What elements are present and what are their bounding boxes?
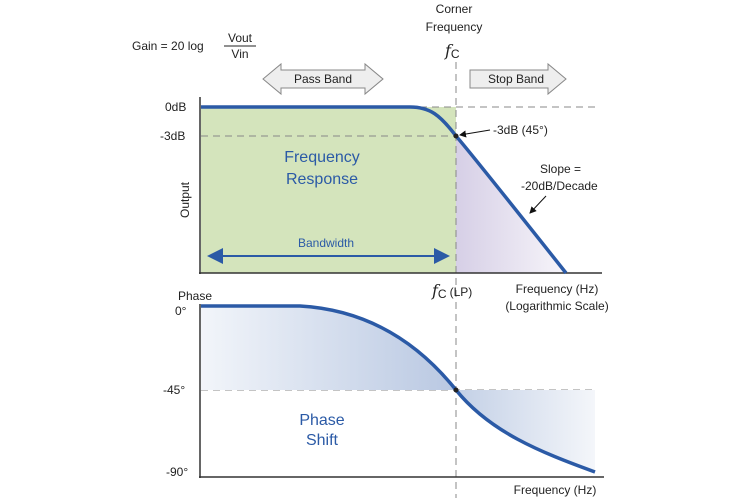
slope-annotation-arrow	[529, 195, 547, 214]
minus-3db-point	[453, 133, 459, 139]
tick-minus-45-degrees: -45°	[163, 383, 185, 397]
corner-frequency-symbol: fC	[444, 41, 460, 61]
phase-fill-lower	[456, 390, 595, 472]
pass-band-arrow: Pass Band	[262, 62, 384, 96]
corner-frequency-label-line2: Frequency	[426, 20, 483, 34]
stop-band-arrow: Stop Band	[469, 62, 567, 96]
frequency-response-label-line2: Response	[286, 171, 358, 188]
tick-minus-90-degrees: -90°	[166, 465, 188, 479]
gain-formula-prefix: Gain = 20 log	[132, 39, 204, 53]
minus-3db-annotation-arrow	[459, 129, 491, 138]
tick-0-degrees: 0°	[175, 304, 187, 318]
tick-0db: 0dB	[165, 100, 186, 114]
magnitude-x-axis-label-line2: (Logarithmic Scale)	[505, 299, 608, 313]
corner-frequency-label-line1: Corner	[436, 2, 473, 16]
minus-3db-annotation: -3dB (45°)	[493, 123, 548, 137]
magnitude-y-axis-label: Output	[178, 181, 192, 218]
phase-y-axis-label: Phase	[178, 289, 212, 303]
phase-fill-upper	[201, 306, 456, 390]
phase-shift-label-line1: Phase	[299, 412, 344, 429]
magnitude-x-axis-label-line1: Frequency (Hz)	[516, 282, 599, 296]
phase-shift-label-line2: Shift	[306, 432, 339, 449]
phase-x-axis-label: Frequency (Hz)	[514, 483, 597, 497]
stop-band-label: Stop Band	[488, 72, 544, 86]
frequency-response-label-line1: Frequency	[284, 149, 360, 166]
tick-minus-3db: -3dB	[160, 129, 185, 143]
gain-formula-denominator: Vin	[231, 47, 248, 61]
pass-band-label: Pass Band	[294, 72, 352, 86]
pass-band-region	[201, 107, 456, 273]
minus-45-point	[453, 387, 459, 393]
slope-annotation-line1: Slope =	[540, 162, 581, 176]
fc-lp-label: fC (LP)	[431, 281, 472, 301]
slope-annotation-line2: -20dB/Decade	[521, 179, 598, 193]
magnitude-curve	[201, 105, 568, 275]
bandwidth-label: Bandwidth	[298, 236, 354, 250]
gain-formula-numerator: Vout	[228, 31, 253, 45]
